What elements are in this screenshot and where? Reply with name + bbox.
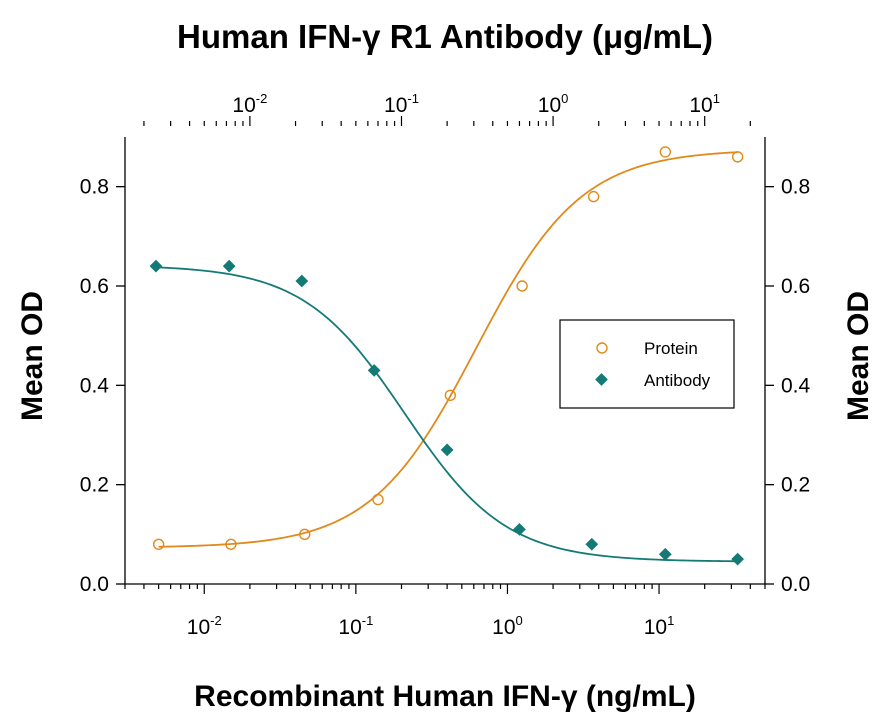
data-point-protein (659, 146, 672, 158)
data-point-protein (152, 538, 165, 550)
chart-title: Human IFN-γ R1 Antibody (μg/mL) (177, 18, 713, 55)
data-point-antibody (731, 552, 745, 566)
data-point-protein (372, 493, 384, 506)
y-tick-label-left: 0.6 (80, 275, 109, 298)
data-point-antibody (585, 537, 599, 551)
data-point-antibody (658, 547, 672, 561)
legend-label-protein: Protein (644, 339, 698, 358)
data-point-protein (587, 190, 600, 203)
data-point-antibody (149, 259, 163, 273)
data-point-antibody (222, 259, 236, 273)
data-point-antibody (295, 274, 309, 288)
data-point-antibody (513, 523, 526, 536)
y-tick-label-right: 0.0 (781, 573, 810, 596)
data-point-protein (444, 389, 457, 401)
y-tick-label-left: 0.0 (80, 573, 109, 596)
data-point-protein (299, 528, 311, 541)
axis-ticks (116, 116, 774, 594)
data-point-antibody (367, 364, 381, 377)
y-axis-title-right: Mean OD (842, 291, 875, 421)
x-top-tick-label: 10-2 (232, 91, 267, 117)
legend-marker-protein (596, 342, 608, 354)
axis-tick-labels: 0.0 0.0 0.2 0.2 0.4 0.4 0.6 0.6 0.8 0.8 10-2 10-1 10… (80, 91, 811, 639)
x-bottom-tick-label: 10-1 (338, 613, 373, 639)
data-point-antibody (440, 443, 454, 457)
y-tick-label-right: 0.4 (781, 374, 811, 397)
x-top-tick-label: 101 (689, 91, 720, 117)
y-tick-label-right: 0.6 (781, 275, 810, 298)
y-tick-label-left: 0.8 (80, 176, 109, 199)
x-bottom-tick-label: 100 (492, 613, 523, 639)
x-top-tick-label: 10-1 (384, 91, 419, 117)
legend-label-antibody: Antibody (644, 371, 711, 390)
x-bottom-tick-label: 101 (644, 613, 675, 639)
fit-curve-antibody (155, 266, 738, 563)
x-axis-title: Recombinant Human IFN-γ (ng/mL) (194, 680, 696, 713)
data-point-protein (731, 151, 744, 163)
data-point-protein (225, 538, 237, 550)
y-axis-title-left: Mean OD (16, 291, 49, 421)
x-top-tick-label: 100 (538, 91, 569, 117)
y-tick-label-right: 0.2 (781, 474, 810, 497)
legend: Protein Antibody (559, 319, 735, 409)
y-tick-label-left: 0.2 (80, 474, 109, 497)
y-tick-label-right: 0.8 (781, 176, 810, 199)
legend-box (559, 319, 735, 409)
x-bottom-tick-label: 10-2 (187, 613, 222, 639)
data-point-protein (516, 280, 528, 292)
y-tick-label-left: 0.4 (80, 374, 110, 397)
